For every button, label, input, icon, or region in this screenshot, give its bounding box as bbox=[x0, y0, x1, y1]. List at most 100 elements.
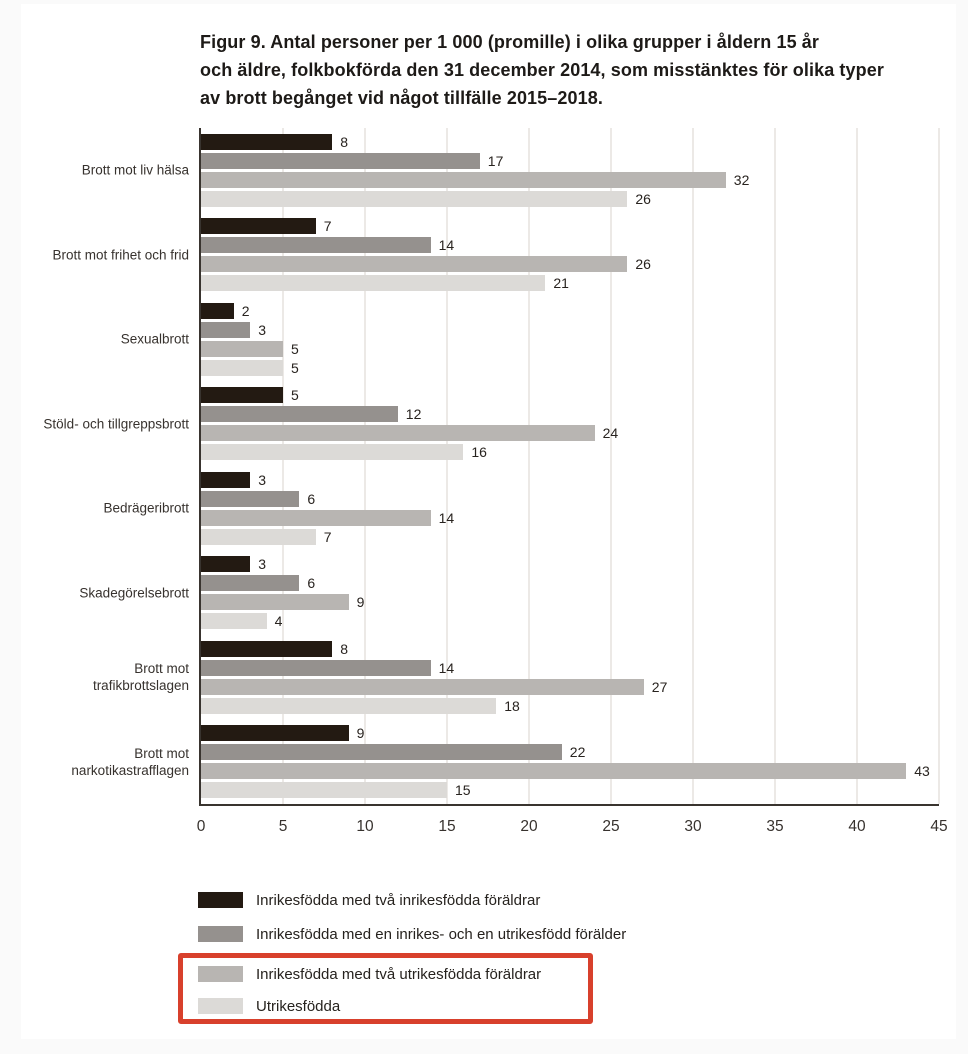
bar-value-label: 16 bbox=[471, 444, 487, 461]
bar-track: 17 bbox=[201, 152, 939, 169]
bar-track: 6 bbox=[201, 490, 939, 507]
bar-series-2 bbox=[201, 659, 431, 676]
x-axis-tick-labels: 0 5 10 15 20 25 30 35 40 45 bbox=[197, 818, 948, 840]
bar-value-label: 3 bbox=[258, 556, 266, 573]
bar-series-1 bbox=[201, 640, 333, 657]
bar-value-label: 7 bbox=[323, 528, 332, 545]
bar-series-2 bbox=[201, 237, 431, 254]
bar-track: 26 bbox=[201, 256, 939, 273]
legend-highlight-box: Inrikesfödda med två utrikesfödda föräld… bbox=[178, 953, 593, 1024]
bar-track: 7 bbox=[201, 218, 939, 235]
category-label: Brott mot frihet och frid bbox=[52, 247, 189, 263]
bar-value-label: 5 bbox=[291, 387, 299, 404]
bar-series-1 bbox=[201, 133, 333, 150]
category-label: Bedrägeribrott bbox=[103, 500, 189, 516]
bar-value-label: 26 bbox=[635, 190, 651, 207]
bar-value-label: 5 bbox=[291, 340, 299, 357]
chart-category-row: Brott mot narkotikastrafflagen 9 22 43 15 bbox=[71, 720, 939, 805]
category-label: Skadegörelsebrott bbox=[79, 585, 189, 601]
legend-swatch-series-2 bbox=[198, 926, 243, 942]
bar-series-3 bbox=[201, 256, 628, 273]
legend-item-inrikesfodda-en-inrikes-en-utrikes: Inrikesfödda med en inrikes- och en utri… bbox=[198, 925, 626, 943]
bar-series-4 bbox=[201, 697, 497, 714]
x-tick-45: 45 bbox=[930, 818, 948, 835]
bar-series-2 bbox=[201, 744, 562, 761]
bar-series-1 bbox=[201, 218, 316, 235]
x-tick-5: 5 bbox=[278, 818, 288, 835]
bar-track: 26 bbox=[201, 190, 939, 207]
bar-series-4 bbox=[201, 359, 283, 376]
bar-value-label: 24 bbox=[602, 425, 619, 442]
legend-swatch-series-1 bbox=[198, 892, 243, 908]
category-label: Brott mot narkotikastrafflagen bbox=[71, 745, 189, 778]
chart-category-row: Brott mot frihet och frid 7 14 26 21 bbox=[52, 213, 939, 298]
bar-series-1 bbox=[201, 556, 251, 573]
bar-value-label: 43 bbox=[914, 763, 930, 780]
bar-series-3 bbox=[201, 678, 644, 695]
gridline-35 bbox=[774, 128, 776, 804]
x-tick-30: 30 bbox=[684, 818, 702, 835]
bar-series-3 bbox=[201, 594, 349, 611]
x-tick-40: 40 bbox=[848, 818, 866, 835]
bar-value-label: 17 bbox=[487, 152, 504, 169]
legend-item-inrikesfodda-tva-utrikesfodda: Inrikesfödda med två utrikesfödda föräld… bbox=[198, 965, 588, 983]
bar-value-label: 32 bbox=[733, 171, 750, 188]
legend-label: Inrikesfödda med en inrikes- och en utri… bbox=[256, 925, 627, 943]
chart-legend: Inrikesfödda med två inrikesfödda föräld… bbox=[178, 891, 626, 1024]
gridline-25 bbox=[610, 128, 612, 804]
bar-track: 27 bbox=[201, 678, 939, 695]
bar-series-1 bbox=[201, 387, 283, 404]
gridline-20 bbox=[528, 128, 530, 804]
gridline-30 bbox=[692, 128, 694, 804]
bar-value-label: 6 bbox=[307, 490, 316, 507]
chart-category-row: Sexualbrott 2 3 5 5 bbox=[121, 297, 939, 382]
bar-series-3 bbox=[201, 509, 431, 526]
bar-track: 24 bbox=[201, 425, 939, 442]
bar-track: 14 bbox=[201, 509, 939, 526]
bar-series-3 bbox=[201, 763, 907, 780]
legend-label: Inrikesfödda med två inrikesfödda föräld… bbox=[256, 891, 541, 909]
bar-series-3 bbox=[201, 425, 595, 442]
chart-category-row: Brott mot liv hälsa 8 17 32 26 bbox=[82, 128, 939, 213]
bar-track: 4 bbox=[201, 613, 939, 630]
bar-track: 22 bbox=[201, 744, 939, 761]
bar-series-1 bbox=[201, 471, 251, 488]
legend-item-inrikesfodda-tva-inrikesfodda: Inrikesfödda med två inrikesfödda föräld… bbox=[198, 891, 626, 909]
bar-value-label: 8 bbox=[340, 133, 348, 150]
bar-series-4 bbox=[201, 613, 267, 630]
bar-series-1 bbox=[201, 725, 349, 742]
chart-rows: Brott mot liv hälsa 8 17 32 26 Brott mot frih… bbox=[43, 128, 939, 805]
bar-series-4 bbox=[201, 444, 464, 461]
bar-value-label: 5 bbox=[291, 359, 299, 376]
x-tick-0: 0 bbox=[196, 818, 206, 835]
bar-series-4 bbox=[201, 190, 628, 207]
legend-swatch-series-3 bbox=[198, 966, 243, 982]
bar-value-label: 18 bbox=[504, 697, 520, 714]
category-label: Brott mot liv hälsa bbox=[81, 162, 189, 178]
bar-value-label: 9 bbox=[356, 725, 365, 742]
bar-track: 32 bbox=[201, 171, 939, 188]
chart-category-row: Stöld- och tillgreppsbrott 5 12 24 16 bbox=[43, 382, 939, 467]
figure-title-line-3: av brott begånget vid något tillfälle 20… bbox=[200, 88, 603, 108]
category-label: Brott mot trafikbrottslagen bbox=[92, 661, 189, 694]
bar-value-label: 3 bbox=[258, 321, 266, 338]
bar-value-label: 15 bbox=[455, 782, 471, 799]
bar-track: 9 bbox=[201, 725, 939, 742]
bar-track: 14 bbox=[201, 237, 939, 254]
bar-value-label: 21 bbox=[553, 275, 569, 292]
bar-chart-plot-area: Brott mot liv hälsa 8 17 32 26 Brott mot frih… bbox=[43, 128, 948, 835]
legend-label: Inrikesfödda med två utrikesfödda föräld… bbox=[256, 965, 542, 983]
bar-value-label: 3 bbox=[258, 471, 266, 488]
bar-series-2 bbox=[201, 321, 251, 338]
legend-swatch-series-4 bbox=[198, 998, 243, 1014]
x-tick-15: 15 bbox=[438, 818, 456, 835]
bar-value-label: 22 bbox=[569, 744, 586, 761]
bar-track: 5 bbox=[201, 340, 939, 357]
x-tick-10: 10 bbox=[356, 818, 374, 835]
chart-category-row: Brott mot trafikbrottslagen 8 14 27 18 bbox=[93, 635, 939, 720]
bar-track: 43 bbox=[201, 763, 939, 780]
bar-value-label: 8 bbox=[340, 640, 348, 657]
bar-value-label: 27 bbox=[651, 678, 668, 695]
bar-track: 3 bbox=[201, 471, 939, 488]
bar-track: 8 bbox=[201, 133, 939, 150]
